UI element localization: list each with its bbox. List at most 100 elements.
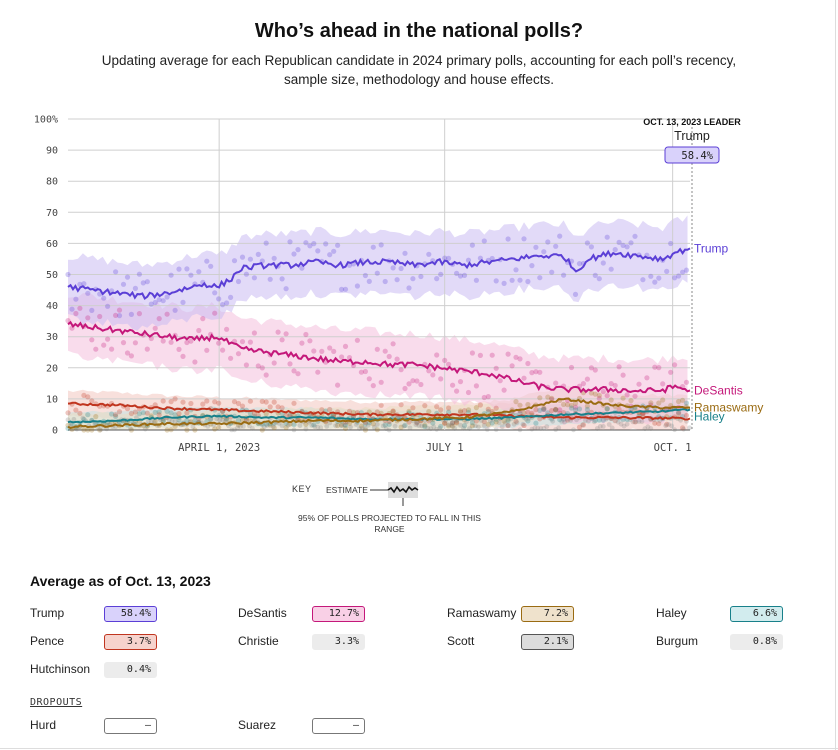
poll-dot	[354, 422, 359, 427]
poll-dot	[541, 406, 547, 412]
poll-dot	[414, 378, 420, 384]
poll-dot	[128, 427, 134, 433]
poll-dot	[624, 244, 630, 250]
poll-dot	[596, 417, 602, 423]
poll-dot	[220, 417, 226, 423]
poll-dot	[93, 346, 99, 352]
poll-dot	[632, 233, 638, 239]
poll-dot	[394, 356, 400, 362]
poll-dot	[318, 425, 324, 431]
averages-heading: Average as of Oct. 13, 2023	[30, 573, 211, 589]
poll-dot	[93, 414, 99, 420]
poll-dot	[85, 315, 91, 321]
poll-dot	[465, 389, 472, 396]
poll-dot	[600, 260, 606, 266]
poll-dot	[642, 426, 648, 432]
poll-dot	[639, 419, 645, 425]
poll-dot	[457, 409, 464, 415]
poll-dot	[127, 426, 133, 431]
poll-dot	[489, 255, 495, 262]
poll-dot	[217, 417, 223, 423]
poll-dot	[216, 424, 222, 430]
poll-dot	[521, 410, 527, 416]
poll-dot	[212, 290, 218, 296]
poll-dot	[596, 392, 602, 399]
poll-dot	[422, 423, 428, 430]
poll-dot	[493, 405, 499, 411]
poll-dot	[559, 419, 564, 424]
poll-dot	[592, 391, 598, 397]
poll-dot	[208, 263, 214, 269]
candidate-value: 0.8%	[752, 636, 777, 647]
poll-dot	[426, 409, 432, 415]
poll-dot	[196, 269, 202, 275]
y-tick-label: 100%	[34, 115, 58, 126]
poll-dot	[180, 299, 186, 305]
x-axis-labels: APRIL 1, 2023 JULY 1 OCT. 1	[178, 442, 692, 454]
poll-dot	[434, 404, 440, 410]
poll-dot	[446, 255, 452, 261]
poll-dot	[386, 421, 392, 427]
poll-dot	[71, 416, 77, 422]
poll-dot	[680, 397, 686, 403]
poll-dot	[476, 424, 481, 430]
poll-dot	[168, 399, 174, 405]
poll-dot	[188, 338, 194, 344]
poll-dot	[390, 409, 396, 415]
poll-dot	[172, 307, 178, 313]
candidate-value: 58.4%	[120, 608, 151, 619]
poll-dot	[410, 276, 416, 282]
poll-dot	[279, 423, 285, 429]
poll-dot	[378, 379, 384, 385]
poll-dot	[467, 426, 472, 431]
candidate-name: DeSantis	[238, 606, 287, 620]
poll-dot	[386, 427, 392, 433]
poll-dot	[537, 369, 543, 375]
poll-dot	[144, 346, 150, 352]
poll-dot	[220, 347, 226, 353]
candidate-name: Suarez	[238, 718, 277, 732]
poll-dot	[382, 348, 388, 354]
poll-dot	[640, 277, 646, 283]
poll-dot	[446, 361, 452, 367]
poll-dot	[652, 420, 658, 426]
poll-dot	[438, 407, 444, 413]
candidate-value-badge: –	[312, 718, 365, 734]
y-tick-label: 10	[46, 394, 58, 405]
poll-dot	[521, 422, 527, 429]
leader-value-badge	[664, 146, 720, 164]
poll-dot	[632, 393, 638, 399]
poll-dot	[525, 278, 531, 285]
poll-dot	[533, 420, 539, 426]
poll-dot	[228, 355, 234, 361]
poll-dot	[549, 269, 555, 275]
poll-dot	[586, 418, 591, 424]
poll-dot	[180, 399, 186, 405]
poll-dot	[128, 311, 134, 317]
poll-dot	[624, 421, 630, 427]
poll-dot	[608, 266, 614, 272]
poll-dot	[511, 421, 517, 427]
poll-dot	[81, 427, 87, 433]
poll-dot	[77, 281, 83, 287]
poll-dot	[136, 311, 142, 317]
poll-dot	[606, 422, 612, 427]
candidate-name: Hutchinson	[30, 662, 91, 676]
poll-dot	[481, 423, 487, 428]
poll-dot	[545, 239, 551, 245]
poll-dot	[261, 424, 267, 430]
poll-dot	[116, 313, 123, 319]
poll-dot	[597, 424, 603, 429]
poll-dot	[663, 423, 669, 429]
poll-dot	[572, 404, 579, 410]
poll-dot	[327, 345, 333, 351]
poll-dot	[200, 401, 206, 407]
poll-dot	[672, 427, 677, 433]
poll-dot	[264, 423, 270, 428]
poll-dot	[576, 424, 583, 430]
poll-dot	[366, 376, 372, 382]
poll-dot	[596, 395, 602, 401]
poll-dot	[255, 363, 261, 369]
poll-dot	[640, 411, 646, 417]
poll-dot	[591, 419, 597, 425]
